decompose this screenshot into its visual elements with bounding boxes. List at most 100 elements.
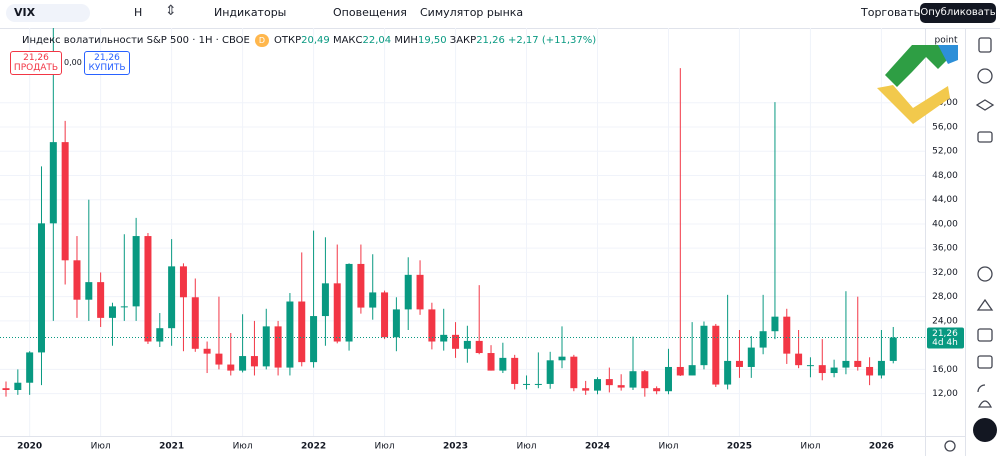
- y-tick-label: 40,00: [932, 219, 958, 229]
- candle-body: [310, 316, 318, 363]
- candle-body: [97, 282, 105, 318]
- calendar-icon: [977, 328, 993, 342]
- candle-body: [747, 347, 755, 367]
- publish-button[interactable]: Опубликовать: [920, 3, 996, 23]
- replay[interactable]: Симулятор рынка: [420, 6, 524, 19]
- open-value: 20,49: [301, 35, 330, 46]
- symbol-search[interactable]: VIX: [6, 4, 90, 22]
- y-tick-label: 48,00: [932, 171, 958, 181]
- candle-body: [156, 328, 164, 342]
- candle-body: [381, 292, 389, 338]
- candle-body: [120, 306, 128, 308]
- y-tick-label: 32,00: [932, 268, 958, 278]
- candle-body: [783, 316, 791, 354]
- candle-body: [641, 371, 649, 389]
- candle-body: [357, 263, 365, 308]
- candle-body: [759, 331, 767, 348]
- candle-body: [712, 325, 720, 385]
- candle-body: [582, 388, 590, 391]
- y-tick-label: 56,00: [932, 122, 958, 132]
- candle-body: [818, 365, 826, 374]
- candle-body: [629, 371, 637, 388]
- change-value: +2,17 (+11,37%): [508, 35, 597, 46]
- candle-body: [262, 326, 270, 367]
- candle-body: [428, 309, 436, 342]
- open-label: ОТКР: [274, 35, 302, 46]
- settings-icon[interactable]: [944, 440, 956, 452]
- sell-button[interactable]: 21,26 ПРОДАТЬ: [10, 51, 62, 75]
- ohlc-legend: ОТКР20,49 МАКС22,04 МИН19,50 ЗАКР21,26 +…: [274, 35, 596, 46]
- chart-type-icon[interactable]: ⇕: [165, 3, 177, 19]
- candle-body: [179, 266, 187, 298]
- candle-body: [866, 366, 874, 376]
- candle-body: [168, 266, 176, 329]
- last-price-label: 21,26: [932, 329, 958, 339]
- x-tick-label: Июл: [658, 442, 678, 452]
- alerts[interactable]: Оповещения: [333, 6, 407, 19]
- close-label: ЗАКР: [449, 35, 477, 46]
- candle-body: [594, 379, 601, 391]
- logo: [877, 45, 958, 124]
- candle-body: [842, 360, 850, 368]
- candle-body: [85, 282, 93, 300]
- candle-body: [795, 353, 803, 366]
- trade-button[interactable]: Торговать: [861, 6, 921, 19]
- candle-body: [877, 360, 885, 376]
- candle-body: [605, 379, 613, 386]
- candle-body: [37, 223, 45, 353]
- y-tick-label: 60,00: [932, 98, 958, 108]
- low-label: МИН: [394, 35, 418, 46]
- interval[interactable]: Н: [134, 6, 143, 19]
- candle-body: [239, 356, 247, 371]
- candle-body: [487, 353, 495, 371]
- x-tick-label: 2021: [159, 442, 184, 452]
- notify-icon: [977, 400, 993, 408]
- x-tick-label: 2023: [443, 442, 468, 452]
- chat-icon: [977, 131, 993, 143]
- x-tick-label: Июл: [800, 442, 820, 452]
- spread: 0,00: [64, 58, 82, 67]
- sell-label: ПРОДАТЬ: [13, 63, 59, 73]
- candle-body: [416, 274, 424, 310]
- candle-body: [26, 352, 34, 383]
- sell-price: 21,26: [23, 53, 49, 63]
- candle-body: [392, 309, 400, 338]
- news-icon: [977, 355, 993, 369]
- x-tick-label: Июл: [375, 442, 395, 452]
- y-unit: point: [935, 36, 958, 46]
- candle-body: [215, 353, 223, 365]
- badge: D: [255, 34, 269, 47]
- candle-body: [227, 364, 235, 371]
- candle-body: [73, 260, 81, 300]
- candle-body: [452, 334, 460, 349]
- candle-body: [475, 340, 483, 354]
- watchlist-icon: [978, 37, 992, 53]
- x-tick-label: Июл: [233, 442, 253, 452]
- candle-body: [653, 388, 661, 392]
- candle-body: [463, 340, 471, 349]
- candle-body: [854, 360, 862, 367]
- high-label: МАКС: [332, 35, 363, 46]
- alerts-icon: [977, 68, 993, 84]
- candle-body: [499, 357, 507, 371]
- sidebar-icons: [944, 37, 995, 452]
- buy-button[interactable]: 21,26 КУПИТЬ: [84, 51, 130, 75]
- x-tick-label: 2024: [585, 442, 610, 452]
- ideas-icon: [976, 298, 994, 311]
- candle-body: [700, 325, 708, 366]
- candle-body: [369, 292, 377, 308]
- axes: 12,00 16,00 24,00 28,00 32,00 36,00 40,00 44,00…: [17, 98, 964, 452]
- candle-body: [274, 326, 282, 368]
- candle-body: [298, 301, 306, 363]
- candle-body: [889, 337, 897, 361]
- apps-button[interactable]: [973, 418, 997, 442]
- candle-body: [49, 142, 57, 224]
- candle-body: [345, 263, 353, 342]
- candle-body: [440, 334, 448, 342]
- indicators[interactable]: Индикаторы: [214, 6, 287, 19]
- x-tick-label: Июл: [516, 442, 536, 452]
- target-icon: [977, 266, 993, 282]
- candle-body: [203, 348, 211, 354]
